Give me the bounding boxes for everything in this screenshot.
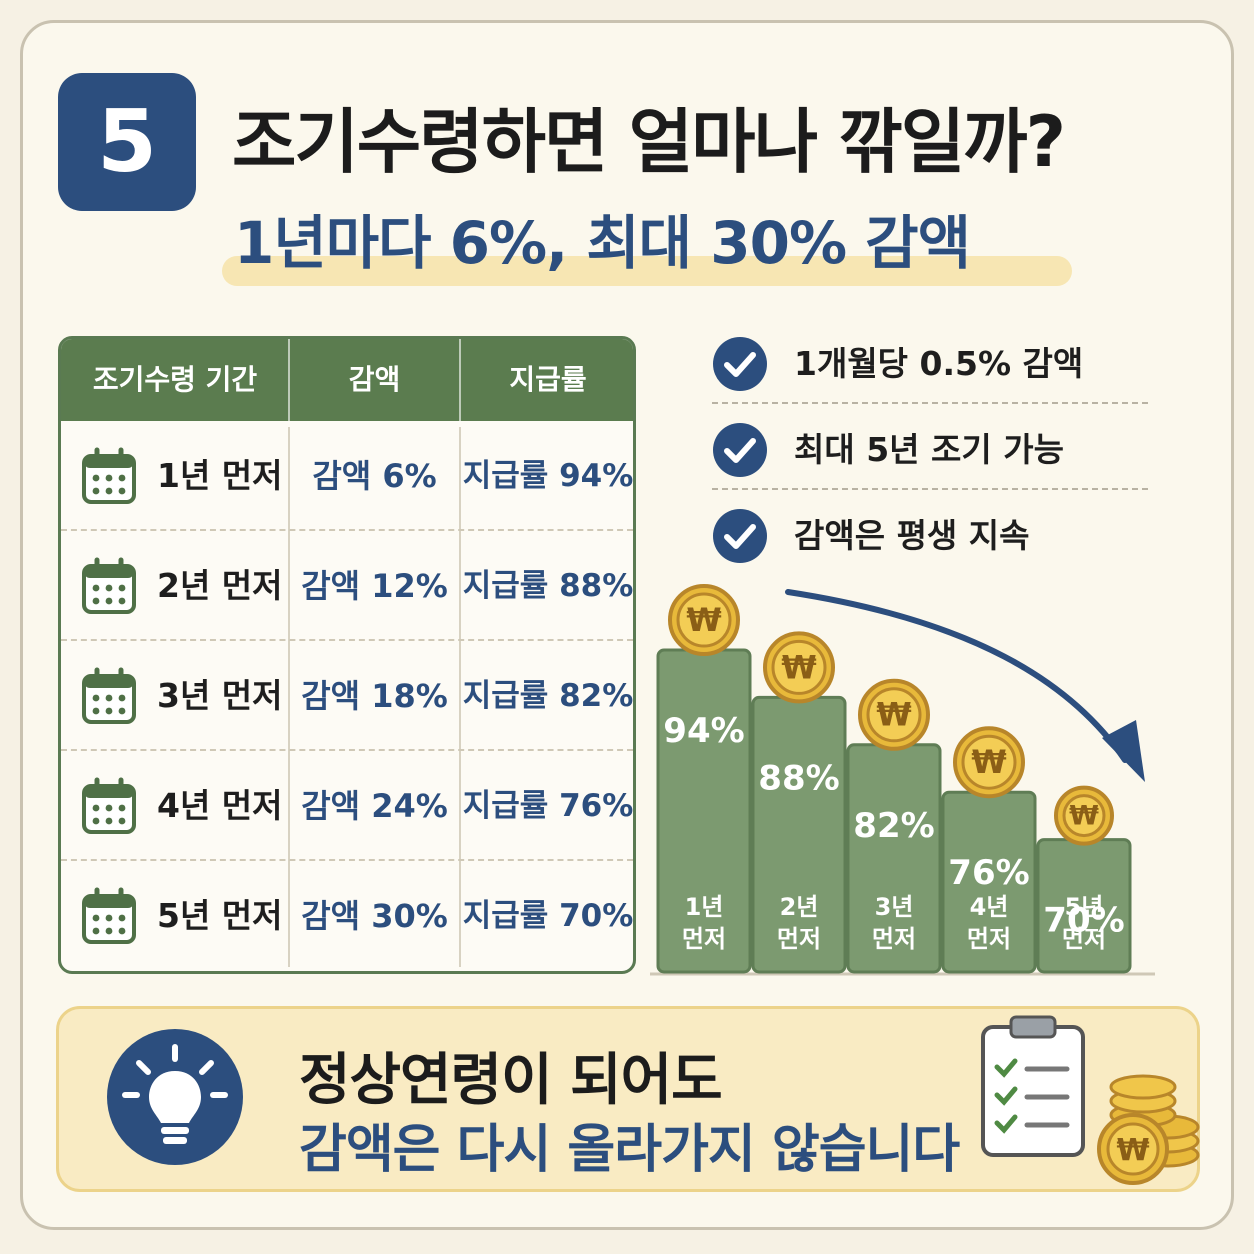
row-cut: 감액 6% <box>312 457 437 495</box>
trend-arrow <box>785 589 1145 782</box>
row-period: 1년 먼저 <box>157 456 283 495</box>
check-circle-icon <box>713 423 767 477</box>
check-item-text: 1개월당 0.5% 감액 <box>794 344 1084 383</box>
coin-symbol: ₩ <box>686 601 721 639</box>
table-header-period: 조기수령 기간 <box>92 363 258 396</box>
bar-category-label: 1년 <box>685 893 724 921</box>
table-header-rate: 지급률 <box>509 363 587 396</box>
row-period: 2년 먼저 <box>157 566 283 605</box>
coin-icon: ₩ <box>763 631 835 704</box>
bar-value-label: 88% <box>758 758 839 798</box>
check-circle-icon <box>713 509 767 563</box>
row-cut: 감액 12% <box>301 567 448 605</box>
table-row: 2년 먼저 감액 12% 지급률 88% <box>61 531 633 641</box>
coin-icon: ₩ <box>858 678 930 751</box>
row-cut: 감액 24% <box>301 787 448 825</box>
row-rate: 지급률 76% <box>462 788 634 824</box>
row-period: 3년 먼저 <box>157 676 283 715</box>
check-item-text: 감액은 평생 지속 <box>794 516 1030 555</box>
coin-icon: ₩ <box>668 584 740 656</box>
note-banner: 정상연령이 되어도 감액은 다시 올라가지 않습니다 ₩ <box>56 1006 1200 1192</box>
dashed-divider <box>712 488 1148 490</box>
calendar-icon <box>81 667 137 725</box>
reduction-table: 조기수령 기간 감액 지급률 1년 먼저 감액 6% 지급률 94% 2년 먼저 감액… <box>58 336 636 974</box>
bar-category-label: 3년 <box>875 893 914 921</box>
check-item-text: 최대 5년 조기 가능 <box>794 430 1064 469</box>
header-divider <box>288 339 290 421</box>
coin-icon: ₩ <box>953 726 1025 799</box>
note-line-1: 정상연령이 되어도 <box>299 1048 723 1113</box>
row-cut: 감액 30% <box>301 897 448 935</box>
row-rate: 지급률 88% <box>462 568 634 604</box>
bar-category-label: 먼저 <box>777 925 821 953</box>
clipboard-coins-icon: ₩ <box>981 1015 1200 1185</box>
row-rate: 지급률 94% <box>462 458 634 494</box>
bar-category-label: 2년 <box>780 893 819 921</box>
coin-symbol: ₩ <box>1069 801 1099 832</box>
svg-text:₩: ₩ <box>1116 1133 1149 1168</box>
bar-category-label: 먼저 <box>682 925 726 953</box>
subtitle-highlight <box>222 256 1072 286</box>
table-row: 5년 먼저 감액 30% 지급률 70% <box>61 861 633 971</box>
calendar-icon <box>81 557 137 615</box>
row-rate: 지급률 82% <box>462 678 634 714</box>
check-item: 1개월당 0.5% 감액 <box>712 332 1148 414</box>
table-header: 조기수령 기간 감액 지급률 <box>61 339 633 421</box>
lightbulb-icon <box>107 1029 243 1165</box>
bar-category-label: 5년 <box>1065 893 1104 921</box>
header-divider <box>459 339 461 421</box>
row-divider <box>61 529 633 531</box>
coin-symbol: ₩ <box>876 696 911 734</box>
row-divider <box>61 749 633 751</box>
bar-category-label: 먼저 <box>967 925 1011 953</box>
bar-value-label: 94% <box>663 711 744 751</box>
row-divider <box>61 859 633 861</box>
bar-value-label: 76% <box>948 853 1029 893</box>
row-divider <box>61 639 633 641</box>
coin-symbol: ₩ <box>781 648 816 686</box>
bar-value-label: 70% <box>1043 901 1124 941</box>
row-cut: 감액 18% <box>301 677 448 715</box>
number-badge: 5 <box>58 73 196 211</box>
page-title: 조기수령하면 얼마나 깎일까? <box>232 101 1066 183</box>
bar-value-label: 82% <box>853 806 934 846</box>
check-item: 감액은 평생 지속 <box>712 504 1148 586</box>
note-line-2: 감액은 다시 올라가지 않습니다 <box>299 1120 960 1180</box>
page-subtitle: 1년마다 6%, 최대 30% 감액 <box>234 209 971 277</box>
column-divider <box>288 427 290 967</box>
table-row: 1년 먼저 감액 6% 지급률 94% <box>61 421 633 531</box>
table-header-cut: 감액 <box>348 363 401 396</box>
coin-icon: ₩ <box>1054 785 1114 846</box>
table-row: 4년 먼저 감액 24% 지급률 76% <box>61 751 633 861</box>
column-divider <box>459 427 461 967</box>
calendar-icon <box>81 887 137 945</box>
row-period: 4년 먼저 <box>157 786 283 825</box>
calendar-icon <box>81 447 137 505</box>
bar-category-label: 4년 <box>970 893 1009 921</box>
bar-category-label: 먼저 <box>1062 925 1106 953</box>
chart-bar <box>656 648 752 974</box>
table-row: 3년 먼저 감액 18% 지급률 82% <box>61 641 633 751</box>
calendar-icon <box>81 777 137 835</box>
dashed-divider <box>712 402 1148 404</box>
check-item: 최대 5년 조기 가능 <box>712 418 1148 500</box>
row-period: 5년 먼저 <box>157 896 283 935</box>
row-rate: 지급률 70% <box>462 898 634 934</box>
bar-category-label: 먼저 <box>872 925 916 953</box>
coin-symbol: ₩ <box>971 743 1006 781</box>
check-circle-icon <box>713 337 767 391</box>
